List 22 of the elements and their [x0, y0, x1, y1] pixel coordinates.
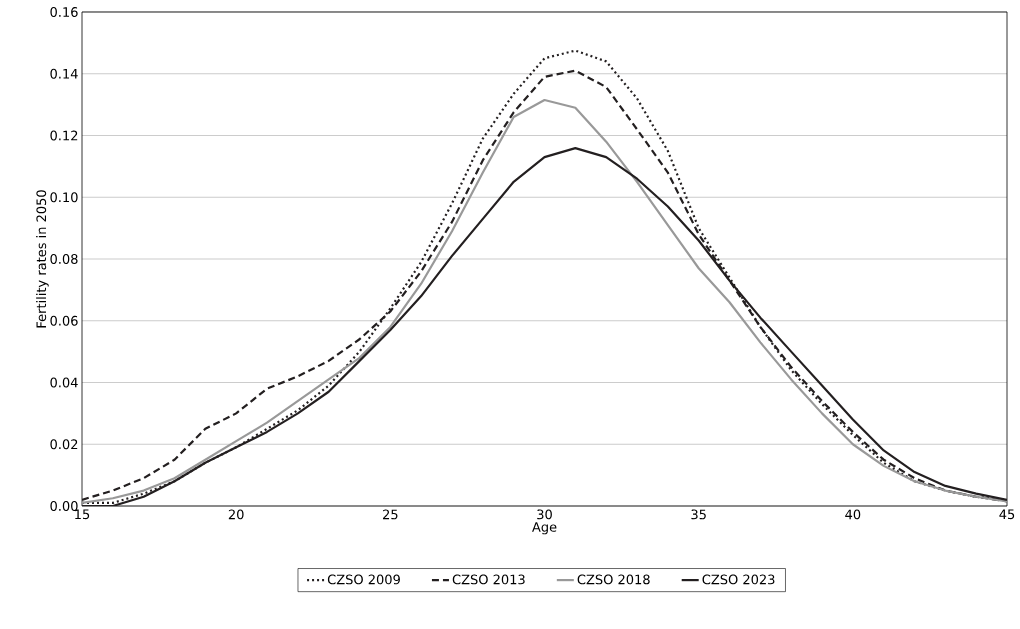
legend-label: CZSO 2013 [452, 574, 525, 585]
y-tick-label: 0.00 [50, 501, 78, 511]
y-tick-label: 0.06 [50, 315, 78, 326]
x-tick-label: 20 [228, 509, 244, 520]
x-axis-title: Age [532, 522, 557, 535]
y-tick-label: 0.14 [50, 68, 78, 79]
x-tick-label: 25 [383, 509, 398, 520]
y-tick-label: 0.16 [50, 7, 78, 17]
x-tick-label: 15 [75, 509, 90, 520]
x-tick-label: 35 [691, 509, 706, 520]
legend-label: CZSO 2023 [702, 574, 775, 585]
y-tick-label: 0.08 [50, 254, 78, 264]
legend-label: CZSO 2018 [577, 574, 650, 585]
y-axis-title: Fertility rates in 2050 [36, 190, 49, 328]
x-tick-label: 45 [999, 509, 1015, 520]
x-tick-label: 30 [537, 509, 552, 520]
x-tick-label: 40 [845, 509, 861, 520]
y-tick-label: 0.02 [50, 439, 78, 450]
y-tick-label: 0.04 [50, 377, 78, 388]
legend-label: CZSO 2009 [327, 574, 400, 585]
y-tick-label: 0.10 [50, 192, 78, 203]
y-tick-label: 0.12 [50, 130, 78, 141]
